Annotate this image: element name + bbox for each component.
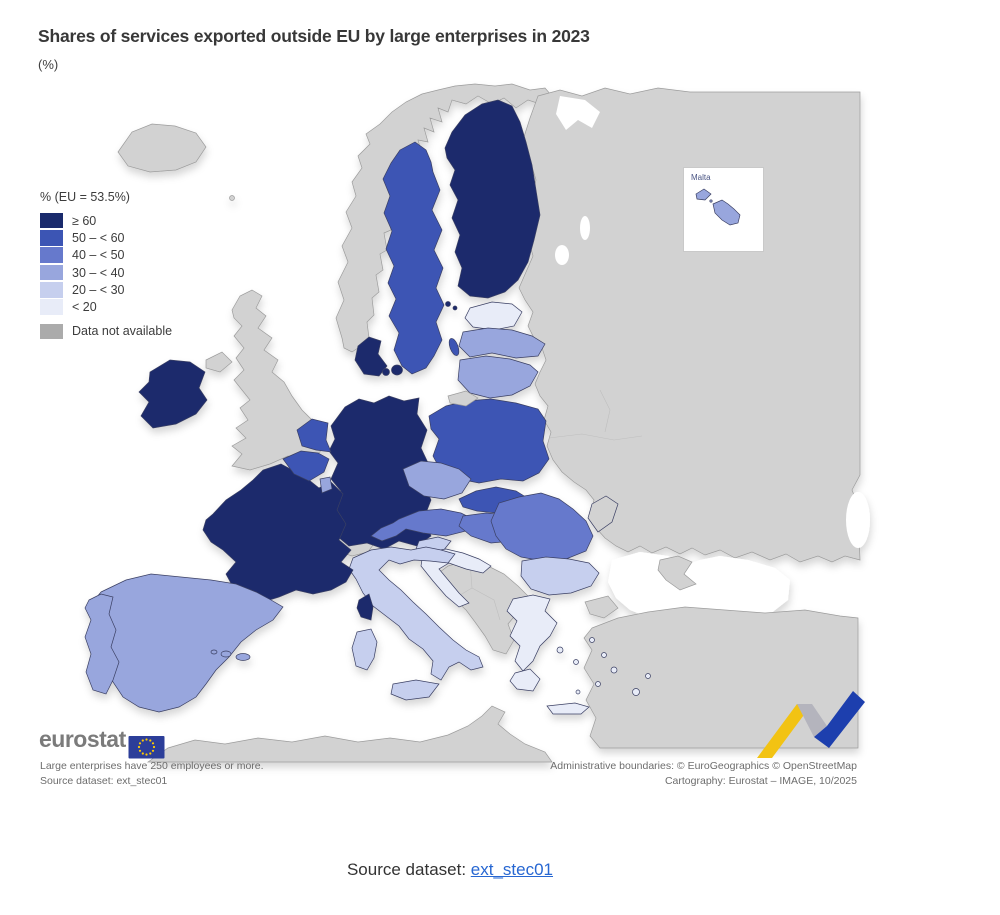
country-germany <box>329 396 431 549</box>
spain-balearic-islands <box>211 650 250 661</box>
legend-swatch <box>40 323 63 340</box>
legend-row: 30 – < 40 <box>40 264 240 281</box>
legend-row: 40 – < 50 <box>40 247 240 264</box>
page-subtitle: (%) <box>38 57 59 72</box>
country-sweden <box>383 142 444 374</box>
legend-row: 20 – < 30 <box>40 281 240 298</box>
greek-islands <box>557 638 651 696</box>
image-ribbon-logo <box>757 691 865 758</box>
region-crimea <box>658 556 696 590</box>
eurostat-flag-icon <box>128 736 165 759</box>
source-line: Source dataset: ext_stec01 <box>0 860 900 880</box>
country-portugal <box>85 594 119 694</box>
legend-label: Data not available <box>72 324 173 339</box>
ribbon-silver-fold <box>797 704 827 737</box>
region-eastern-neighbours <box>519 88 860 562</box>
country-denmark <box>355 337 387 376</box>
eurostat-wordmark: eurostat <box>39 726 126 752</box>
country-greece <box>507 595 557 671</box>
country-norway <box>336 84 552 352</box>
greece-crete <box>547 703 589 714</box>
white-sea <box>556 96 600 130</box>
country-poland <box>429 399 549 483</box>
country-northern-ireland <box>206 352 232 372</box>
italy-sicily <box>391 680 439 700</box>
italy-sardinia <box>352 629 377 670</box>
source-dataset-link[interactable]: ext_stec01 <box>470 860 554 879</box>
malta-inset-box: Malta <box>683 167 764 252</box>
country-latvia <box>459 328 545 358</box>
black-sea <box>608 552 790 620</box>
denmark-islands <box>383 365 403 376</box>
legend-label: 40 – < 50 <box>72 248 125 263</box>
ribbon-gold-band <box>757 704 812 758</box>
footnote-cartography: Cartography: Eurostat – IMAGE, 10/2025 <box>664 775 857 787</box>
legend-label: < 20 <box>72 300 97 315</box>
legend-label: ≥ 60 <box>72 213 97 228</box>
legend-swatch <box>40 282 63 298</box>
country-czechia <box>403 461 471 499</box>
lake-ladoga <box>555 245 569 265</box>
region-kaliningrad <box>448 391 478 406</box>
country-netherlands <box>297 419 331 452</box>
country-iceland <box>118 124 206 172</box>
legend-swatch <box>40 299 63 315</box>
country-faroe <box>230 196 235 201</box>
legend-title: % (EU = 53.5%) <box>40 190 130 204</box>
lake-onega <box>580 216 590 240</box>
greece-peloponnese <box>510 669 540 691</box>
country-moldova <box>588 496 618 532</box>
malta-comino <box>710 200 712 202</box>
legend-label: 50 – < 60 <box>72 230 125 245</box>
sweden-gotland <box>447 337 461 357</box>
footnote-enterprises: Large enterprises have 250 employees or … <box>40 760 264 772</box>
country-italy <box>349 547 483 680</box>
legend-swatch <box>40 212 63 229</box>
country-luxembourg <box>320 477 332 493</box>
ribbon-blue-band <box>814 691 865 748</box>
country-estonia <box>465 302 522 330</box>
country-spain <box>91 574 283 712</box>
footnote-source-dataset: Source dataset: ext_stec01 <box>40 775 168 787</box>
legend: % (EU = 53.5%) ≥ 60 50 – < 60 40 – < 50 … <box>40 190 240 340</box>
footnote-admin-boundaries: Administrative boundaries: © EuroGeograp… <box>550 760 857 772</box>
country-turkey <box>584 607 858 748</box>
legend-swatch <box>40 247 63 263</box>
malta-main-island <box>713 200 740 225</box>
legend-label: 30 – < 40 <box>72 265 125 280</box>
finland-aland-islands <box>446 302 458 311</box>
country-bulgaria <box>521 557 599 595</box>
country-belgium <box>283 451 329 481</box>
page-title: Shares of services exported outside EU b… <box>38 26 590 46</box>
country-france <box>203 464 353 602</box>
legend-swatch <box>40 230 63 246</box>
country-croatia <box>421 549 491 607</box>
france-corsica <box>357 594 373 620</box>
eu-flag-stars <box>137 738 156 756</box>
source-line-prefix: Source dataset: <box>346 860 471 879</box>
legend-label: 20 – < 30 <box>72 282 125 297</box>
region-north-africa <box>148 706 552 762</box>
country-united-kingdom <box>232 290 324 470</box>
caspian-sea <box>846 492 870 548</box>
malta-inset-map <box>684 168 763 251</box>
eastern-internal-borders <box>549 390 642 440</box>
legend-swatch <box>40 264 63 281</box>
country-turkey-europe <box>585 596 618 618</box>
malta-gozo <box>696 189 711 200</box>
country-finland <box>445 100 540 298</box>
country-lithuania <box>458 356 538 398</box>
country-romania <box>491 493 593 561</box>
legend-row: Data not available <box>40 323 240 340</box>
legend-row: < 20 <box>40 298 240 315</box>
legend-row: ≥ 60 <box>40 212 240 229</box>
legend-row: 50 – < 60 <box>40 229 240 246</box>
country-ireland <box>139 360 207 428</box>
malta-inset-label: Malta <box>691 173 711 182</box>
